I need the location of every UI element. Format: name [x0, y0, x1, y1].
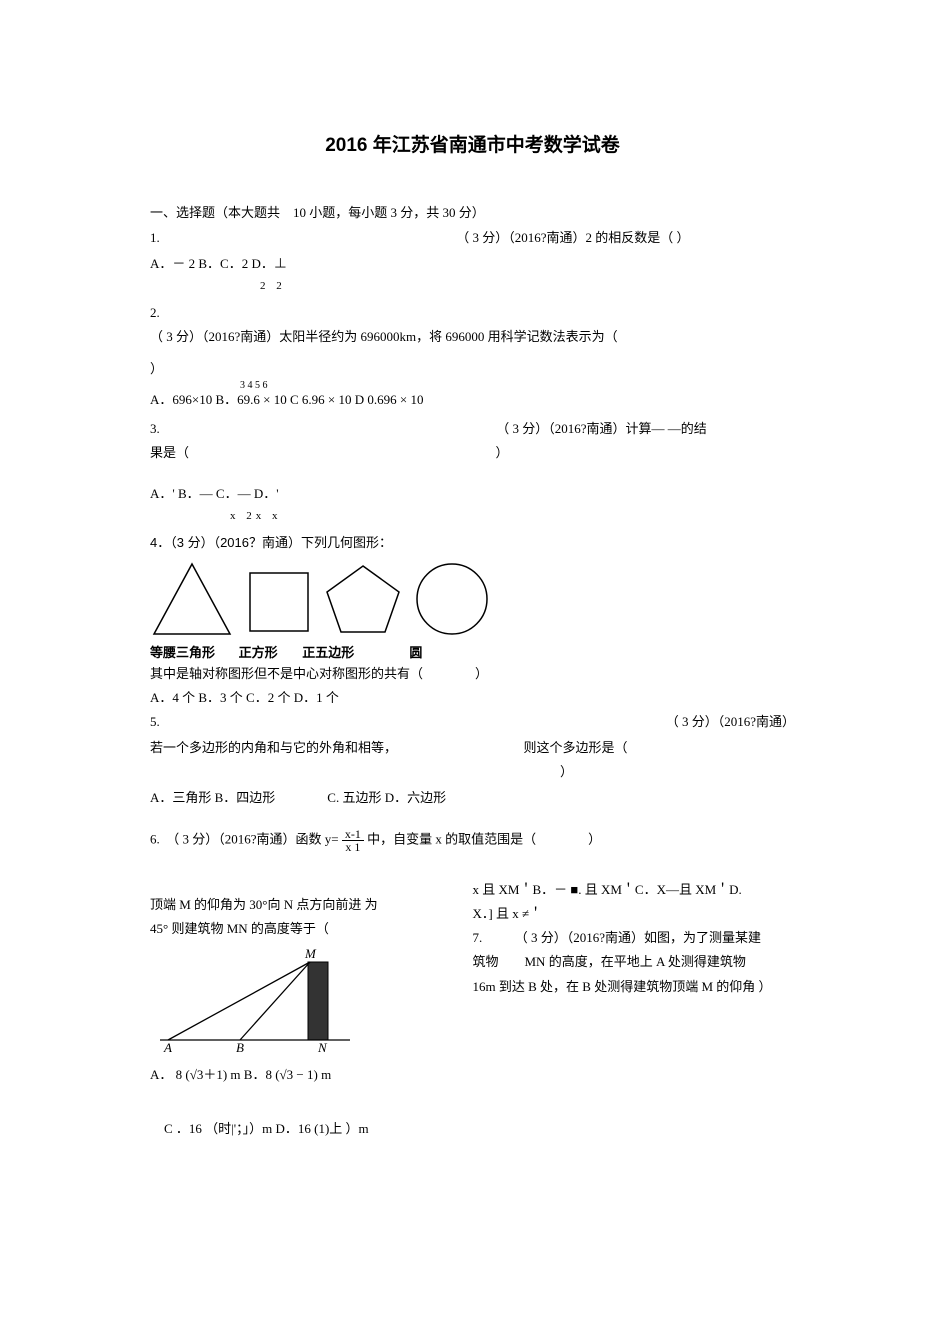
pentagon-icon [323, 560, 403, 638]
q5-line1: 5. （ 3 分）（2016?南通） [150, 711, 795, 733]
q4-shapes-row [150, 560, 795, 638]
q7-opt-cd-text: C ．16 （时|'；」）m D．16 (1)上 ）m [164, 1121, 369, 1136]
q5-options: A．三角形 B．四边形 C. 五边形 D．六边形 [150, 787, 795, 806]
q7-block: 顶端 M 的仰角为 30°向 N 点方向前进 为 45° 则建筑物 MN 的高度… [150, 877, 795, 1058]
q5-line2: 若一个多边形的内角和与它的外角和相等， 则这个多边形是（ [150, 737, 795, 759]
q7-right-col: x 且 XM＇B．－ ■. 且 XM＇C．X—且 XM＇D. X．] 且 x ≠… [473, 877, 796, 1058]
exam-title: 2016 年江苏省南通市中考数学试卷 [150, 130, 795, 157]
q6-head-left: 6. （ 3 分）（2016?南通）函数 y= [150, 832, 342, 847]
q3-line2: 果是（ ） [150, 442, 795, 464]
q1-line: 1. （ 3 分）（2016?南通）2 的相反数是（ ） [150, 227, 795, 249]
q1-meta: （ 3 分）（2016?南通）2 的相反数是（ ） [456, 230, 689, 245]
page: 2016 年江苏省南通市中考数学试卷 一、选择题（本大题共 10 小题，每小题 … [0, 0, 945, 1338]
q2-line1: （ 3 分）（2016?南通）太阳半径约为 696000km，将 696000 … [150, 326, 795, 348]
q3-paren: ） [496, 445, 509, 460]
q7-right-line1: X．] 且 x ≠＇ [473, 903, 796, 925]
q7-left-col: 顶端 M 的仰角为 30°向 N 点方向前进 为 45° 则建筑物 MN 的高度… [150, 877, 473, 1058]
q7-left-line1: 顶端 M 的仰角为 30°向 N 点方向前进 为 [150, 894, 473, 916]
q5-meta: （ 3 分）（2016?南通） [666, 711, 795, 733]
building-svg: M A B N [150, 944, 360, 1054]
q3-options: A．' B．— C．— D．' [150, 483, 795, 502]
shape-square [245, 560, 313, 638]
building-figure: M A B N [150, 944, 473, 1058]
q7-right-line0: x 且 XM＇B．－ ■. 且 XM＇C．X—且 XM＇D. [473, 879, 796, 901]
shape-pentagon [323, 560, 403, 638]
q7-options-ab: A． 8 (√3＋1) m B．8 (√3 − 1) m [150, 1064, 795, 1086]
label-N: N [317, 1040, 328, 1054]
q4-shape-labels: 等腰三角形 正方形 正五边形 圆 [150, 642, 795, 661]
q6-frac-bot: x 1 [342, 841, 364, 853]
q1-options: A．－ 2 B．C．2 D．⊥ [150, 253, 795, 272]
q5-paren: ） [150, 761, 795, 783]
section-header: 一、选择题（本大题共 10 小题，每小题 3 分，共 30 分） [150, 202, 795, 221]
q3-frac-row: x 2x x [230, 510, 795, 522]
triangle-icon [150, 560, 235, 638]
q7-opt-ab-text: A． 8 (√3＋1) m B．8 (√3 − 1) m [150, 1067, 331, 1082]
q7-right-line3: 筑物 MN 的高度，在平地上 A 处测得建筑物 [473, 951, 796, 973]
q3-line: 3. （ 3 分）（2016?南通）计算— —的结 [150, 418, 795, 440]
label-square: 正方形 [239, 642, 299, 661]
label-triangle: 等腰三角形 [150, 642, 235, 661]
q6-fraction: x-1 x 1 [342, 828, 364, 853]
q2-options: A．696×10 B．69.6 × 10 C 6.96 × 10 D 0.696… [150, 389, 795, 408]
q6-head-right: 中，自变量 x 的取值范围是（ ） [367, 832, 601, 847]
q2-number: 2. [150, 302, 795, 324]
label-M: M [304, 946, 317, 961]
q4-head: 4．（3 分）（2016？南通）下列几何图形： [150, 532, 795, 554]
q5-right: 则这个多边形是（ [524, 740, 628, 755]
q7-left-line2: 45° 则建筑物 MN 的高度等于（ [150, 918, 473, 940]
shape-circle [413, 560, 491, 638]
q7-right-line2: 7. （ 3 分）（2016?南通）如图，为了测量某建 [473, 927, 796, 949]
q3-meta: （ 3 分）（2016?南通）计算— —的结 [496, 421, 707, 436]
q4-text: 其中是轴对称图形但不是中心对称图形的共有（ ） [150, 663, 795, 685]
q4-options: A．4 个 B．3 个 C．2 个 D．1 个 [150, 687, 795, 709]
label-pentagon: 正五边形 [302, 642, 382, 661]
shape-triangle [150, 560, 235, 638]
q7-right-line4: 16m 到达 B 处，在 B 处测得建筑物顶端 M 的仰角 ） [473, 976, 796, 998]
label-B: B [236, 1040, 244, 1054]
q1-frac-row: 2 2 [260, 280, 795, 292]
q3-line2-text: 果是（ [150, 445, 189, 460]
q5-left: 若一个多边形的内角和与它的外角和相等， [150, 740, 397, 755]
label-circle: 圆 [386, 642, 446, 661]
q5-number: 5. [150, 711, 160, 733]
q7-options-cd: C ．16 （时|'；」）m D．16 (1)上 ）m [164, 1118, 795, 1140]
label-A: A [163, 1040, 172, 1054]
q3-number: 3. [150, 418, 160, 440]
q1-number: 1. [150, 227, 160, 249]
q2-line2: ） [150, 358, 795, 380]
q6-line: 6. （ 3 分）（2016?南通）函数 y= x-1 x 1 中，自变量 x … [150, 828, 795, 853]
square-icon [245, 560, 313, 638]
circle-icon [413, 560, 491, 638]
q5-paren-text: ） [560, 764, 573, 779]
